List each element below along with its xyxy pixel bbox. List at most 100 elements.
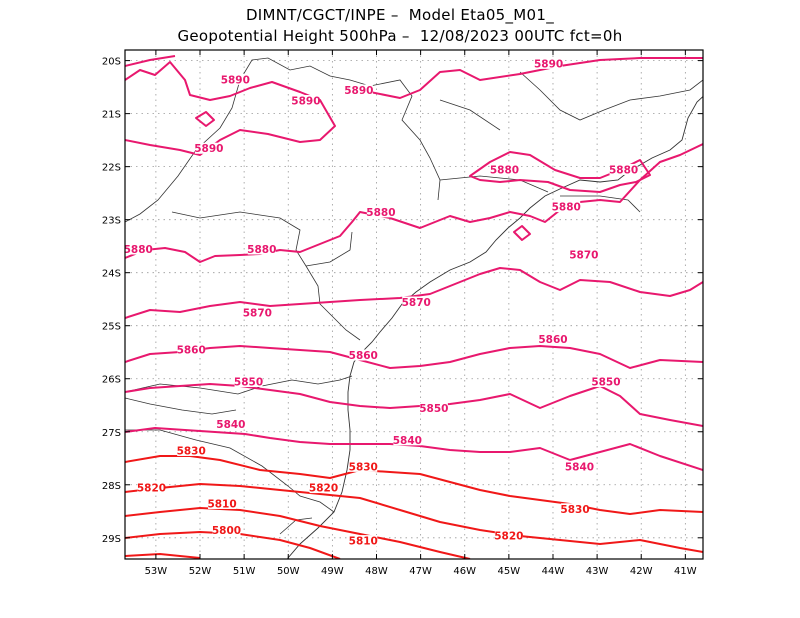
contour-label: 5880: [552, 202, 581, 214]
contour-5880: [513, 225, 531, 241]
contour-label-bg: [291, 95, 320, 107]
lat-tick-label: 24S: [102, 269, 121, 280]
contour-label: 5890: [291, 96, 320, 108]
contour-label-bg: [534, 57, 563, 69]
contour-label: 5860: [349, 350, 378, 362]
contour-label: 5830: [177, 445, 206, 457]
contour-label-bg: [309, 482, 338, 494]
contour-5890: [125, 55, 176, 67]
contour-label: 5850: [591, 377, 620, 389]
contour-label: 5840: [565, 461, 594, 473]
state-border: [519, 71, 605, 121]
map-title-line-2: Geopotential Height 500hPa – 12/08/2023 …: [177, 27, 623, 45]
contour-label-bg: [402, 296, 431, 308]
contour-label: 5800: [212, 525, 241, 537]
contour-label: 5810: [207, 498, 236, 510]
map-title-line-1: DIMNT/CGCT/INPE – Model Eta05_M01_: [245, 6, 555, 24]
lon-tick-label: 46W: [453, 566, 476, 577]
contour-label-bg: [349, 535, 378, 547]
contour-label: 5840: [216, 419, 245, 431]
contour-5890: [195, 111, 215, 127]
contour-5850: [125, 383, 703, 427]
contour-label-bg: [221, 73, 250, 85]
contour-label: 5820: [309, 483, 338, 495]
contour-lower: [125, 552, 201, 559]
contour-5810: [125, 507, 471, 559]
contour-label-bg: [216, 418, 245, 430]
contour-label-bg: [419, 402, 448, 414]
contour-label-bg: [177, 344, 206, 356]
lat-tick-label: 29S: [102, 534, 121, 545]
contour-label: 5820: [494, 530, 523, 542]
contour-5890: [369, 57, 703, 99]
contour-label: 5860: [538, 334, 567, 346]
state-border: [125, 397, 237, 415]
state-border: [171, 211, 361, 341]
lat-tick-label: 28S: [102, 481, 121, 492]
lat-tick-label: 20S: [102, 57, 121, 68]
state-border: [305, 231, 353, 267]
contour-label: 5890: [194, 143, 223, 155]
contour-label-bg: [561, 503, 590, 515]
contour-label: 5880: [366, 207, 395, 219]
lon-tick-label: 48W: [365, 566, 388, 577]
contour-label-bg: [565, 460, 594, 472]
contour-label: 5880: [609, 164, 638, 176]
lon-tick-label: 43W: [586, 566, 609, 577]
lon-tick-label: 44W: [542, 566, 565, 577]
contour-label-bg: [366, 206, 395, 218]
lat-tick-label: 25S: [102, 322, 121, 333]
contour-5880: [469, 151, 651, 193]
lat-tick-label: 26S: [102, 375, 121, 386]
contour-label-bg: [609, 163, 638, 175]
lat-tick-label: 22S: [102, 163, 121, 174]
plot-frame: [124, 49, 704, 560]
state-border: [125, 429, 335, 513]
contour-5830: [125, 455, 703, 515]
contour-label: 5880: [247, 244, 276, 256]
contour-label-bg: [247, 243, 276, 255]
contour-label: 5880: [490, 164, 519, 176]
contour-label: 5890: [221, 74, 250, 86]
lon-tick-label: 52W: [189, 566, 212, 577]
contour-label-bg: [344, 84, 373, 96]
axis-ticks: 53W 52W 51W 50W 49W 48W 47W 46W 45W 44W 43W 42W 41W 2…: [102, 50, 703, 577]
contour-label-bg: [234, 376, 263, 388]
contour-5880: [125, 143, 703, 263]
contour-label-bg: [490, 163, 519, 175]
lon-tick-label: 42W: [630, 566, 653, 577]
lon-tick-label: 53W: [145, 566, 168, 577]
contour-label: 5890: [534, 58, 563, 70]
contour-label: 5880: [124, 244, 153, 256]
state-border: [439, 99, 501, 131]
contour-label-bg: [194, 142, 223, 154]
state-border: [560, 195, 641, 213]
contour-5820: [125, 483, 703, 553]
lat-tick-label: 23S: [102, 216, 121, 227]
contour-label: 5890: [344, 85, 373, 97]
contour-label-bg: [538, 333, 567, 345]
contour-label: 5830: [349, 461, 378, 473]
lon-tick-label: 51W: [233, 566, 256, 577]
contour-label-bg: [177, 444, 206, 456]
lon-tick-label: 45W: [498, 566, 521, 577]
contour-label: 5840: [393, 435, 422, 447]
contour-label: 5850: [234, 377, 263, 389]
contour-label-bg: [137, 482, 166, 494]
coastline-and-borders: [125, 57, 703, 559]
contour-label: 5870: [569, 249, 598, 261]
lon-tick-label: 49W: [321, 566, 344, 577]
contour-5860: [125, 345, 703, 369]
contour-label: 5850: [419, 403, 448, 415]
contour-label: 5860: [177, 345, 206, 357]
lon-tick-label: 47W: [409, 566, 432, 577]
contour-label-bg: [124, 243, 153, 255]
lat-tick-label: 27S: [102, 428, 121, 439]
contour-label: 5870: [402, 297, 431, 309]
contour-label: 5870: [243, 308, 272, 320]
state-border: [603, 79, 703, 111]
contour-label-bg: [243, 307, 272, 319]
lon-tick-label: 50W: [277, 566, 300, 577]
contour-label-bg: [552, 201, 581, 213]
